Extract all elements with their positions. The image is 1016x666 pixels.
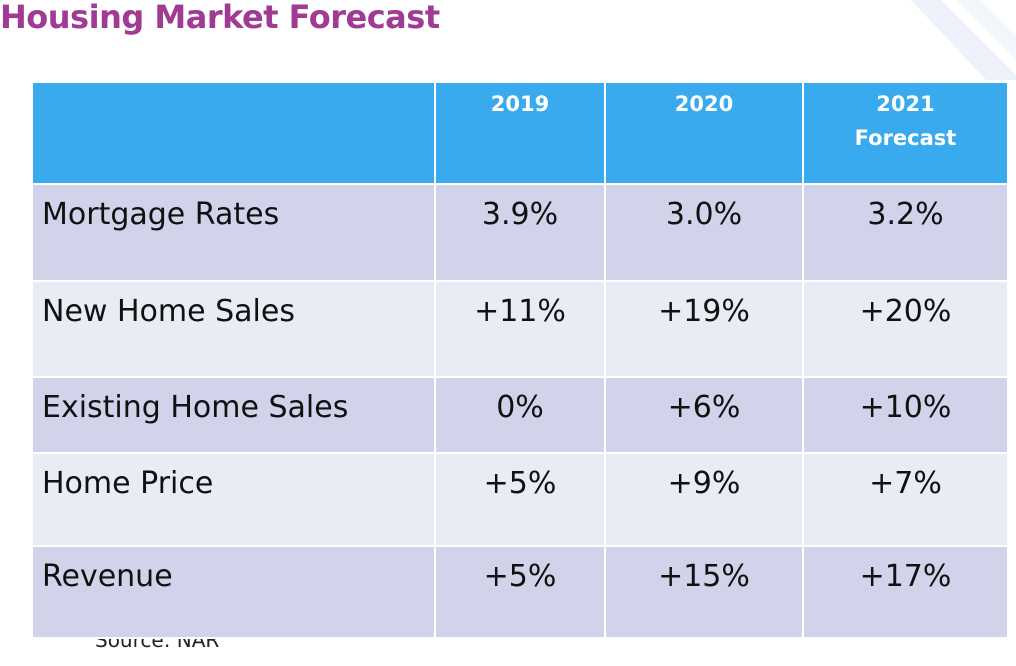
table-row: Revenue +5% +15% +17% bbox=[31, 545, 1009, 639]
row-label: New Home Sales bbox=[31, 280, 436, 378]
forecast-table: 2019 2020 2021 Forecast Mortgage Rates 3… bbox=[31, 81, 1009, 639]
row-label: Mortgage Rates bbox=[31, 183, 436, 282]
table-cell: +6% bbox=[604, 376, 804, 454]
header-text: 2020 bbox=[674, 92, 734, 116]
table-cell: +15% bbox=[604, 545, 804, 639]
row-label: Existing Home Sales bbox=[31, 376, 436, 454]
table-cell: +19% bbox=[604, 280, 804, 378]
decorative-stripes bbox=[911, 0, 1016, 80]
table-row: Home Price +5% +9% +7% bbox=[31, 452, 1009, 547]
table-cell: 0% bbox=[434, 376, 606, 454]
table-cell: +5% bbox=[434, 545, 606, 639]
table-cell: +17% bbox=[802, 545, 1009, 639]
table-row: Existing Home Sales 0% +6% +10% bbox=[31, 376, 1009, 454]
header-cell-2020: 2020 bbox=[604, 81, 804, 185]
table-cell: 3.0% bbox=[604, 183, 804, 282]
header-text: 2021 bbox=[876, 92, 935, 116]
table-cell: 3.9% bbox=[434, 183, 606, 282]
header-text: 2019 bbox=[490, 92, 550, 116]
header-cell-2021-forecast: 2021 Forecast bbox=[802, 81, 1009, 185]
header-cell-2019: 2019 bbox=[434, 81, 606, 185]
row-label: Revenue bbox=[31, 545, 436, 639]
table-cell: +5% bbox=[434, 452, 606, 547]
table-cell: +11% bbox=[434, 280, 606, 378]
page-title: Housing Market Forecast bbox=[0, 0, 440, 36]
table-row: Mortgage Rates 3.9% 3.0% 3.2% bbox=[31, 183, 1009, 282]
header-cell-blank bbox=[31, 81, 436, 185]
table-cell: 3.2% bbox=[802, 183, 1009, 282]
table-cell: +10% bbox=[802, 376, 1009, 454]
row-label: Home Price bbox=[31, 452, 436, 547]
header-subtext: Forecast bbox=[854, 126, 957, 150]
table-cell: +20% bbox=[802, 280, 1009, 378]
table-cell: +9% bbox=[604, 452, 804, 547]
table-cell: +7% bbox=[802, 452, 1009, 547]
table-row: New Home Sales +11% +19% +20% bbox=[31, 280, 1009, 378]
table-header-row: 2019 2020 2021 Forecast bbox=[31, 81, 1009, 185]
